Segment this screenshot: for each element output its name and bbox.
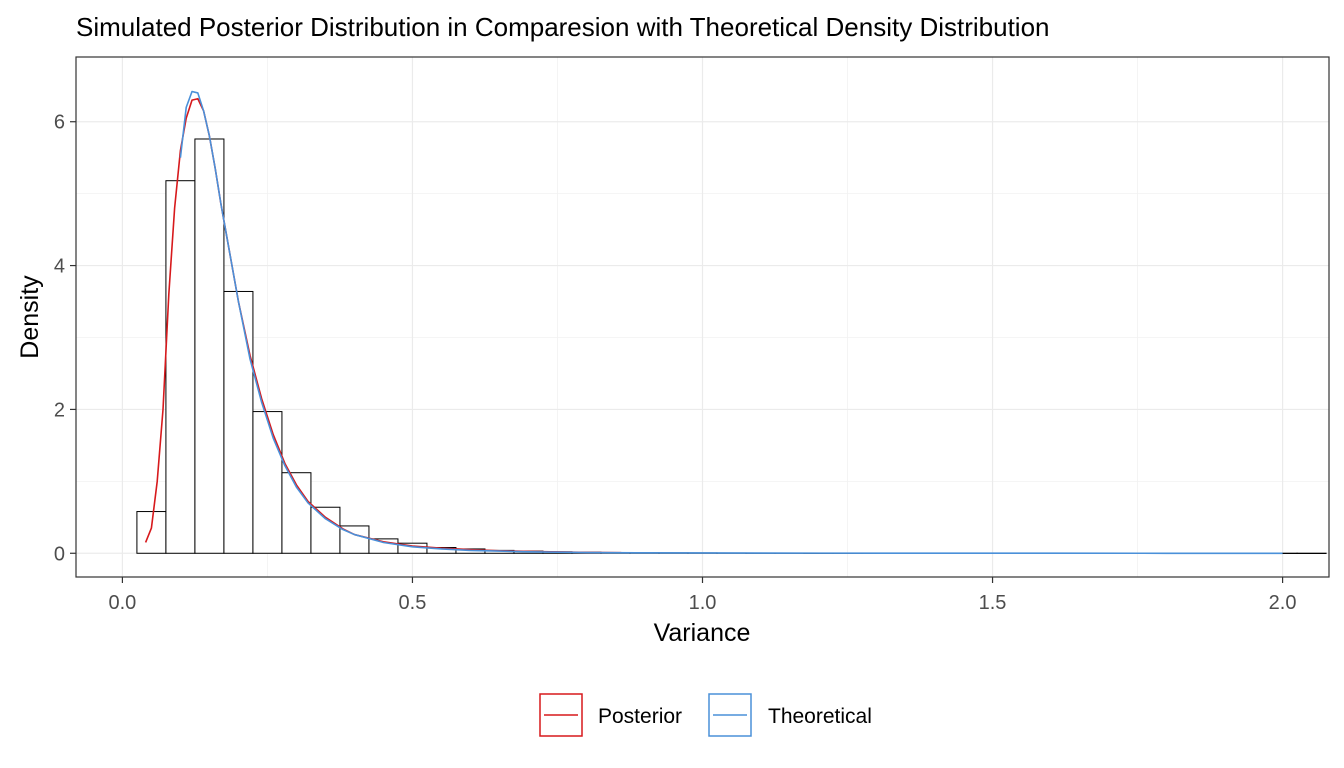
density-lines [144,90,1283,555]
legend: Posterior Theoretical [539,693,872,737]
y-axis: 0 2 4 6 [54,112,76,565]
x-tick-label: 2.0 [1269,592,1297,614]
x-tick-label: 0.0 [109,592,137,614]
legend-label-theoretical: Theoretical [768,705,872,728]
histogram-bar [136,511,167,554]
x-tick-label: 1.5 [979,592,1007,614]
x-tick-label: 0.5 [399,592,427,614]
legend-label-posterior: Posterior [598,705,682,728]
histogram-bar [165,180,196,554]
histogram-bar [223,290,254,554]
histogram-bar [194,138,225,554]
grid-major [76,57,1329,577]
histogram-bar [252,411,283,554]
x-axis-title: Variance [654,619,751,647]
y-tick-label: 6 [54,112,65,134]
plot-area [75,56,1330,578]
histogram-bar [310,506,341,554]
density-line-theoretical [179,90,1283,555]
y-tick-label: 4 [54,256,65,278]
legend-item-posterior: Posterior [539,693,682,737]
chart-title: Simulated Posterior Distribution in Comp… [76,12,1050,42]
x-axis: 0.0 0.5 1.0 1.5 2.0 [109,577,1297,614]
y-axis-title: Density [16,275,44,359]
legend-item-theoretical: Theoretical [708,693,872,737]
y-tick-label: 0 [54,543,65,565]
y-tick-label: 2 [54,399,65,421]
x-tick-label: 1.0 [689,592,717,614]
